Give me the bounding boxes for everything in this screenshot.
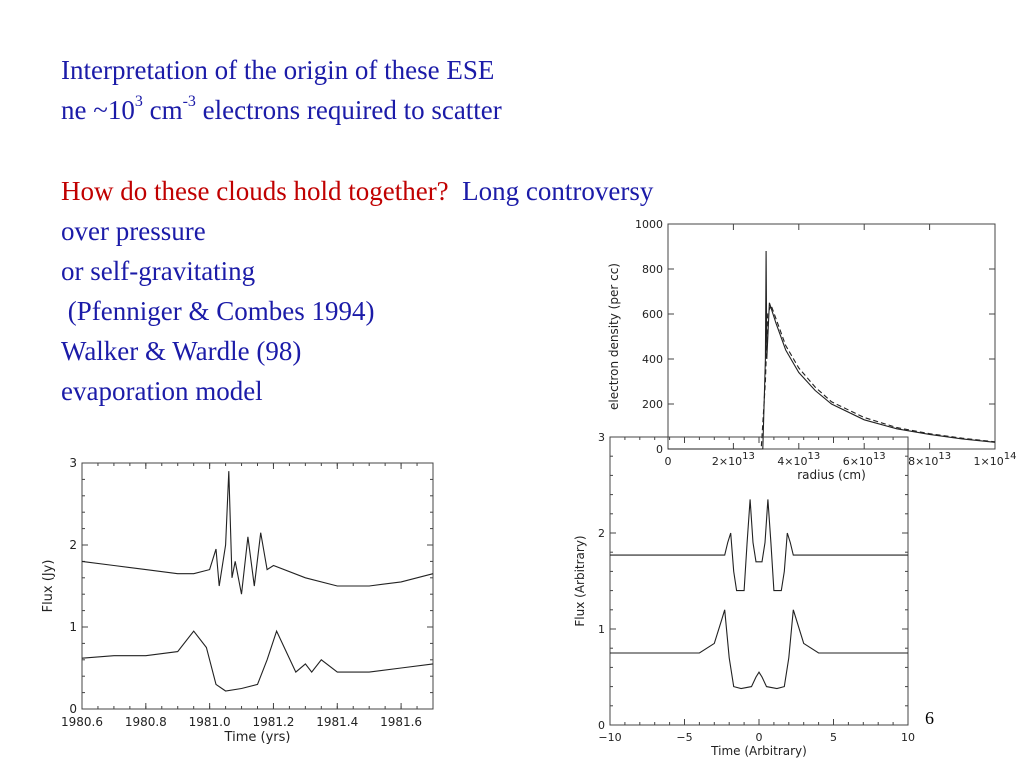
evaporation-line: evaporation model: [61, 376, 263, 406]
y-tick-label: 3: [598, 431, 605, 444]
density-text-e: electrons required to scatter: [195, 95, 502, 125]
x-tick-label: 1981.4: [316, 715, 358, 729]
pressure-line: over pressure: [61, 216, 206, 246]
y-tick-label: 1000: [635, 218, 663, 231]
x-tick-label: 1981.2: [252, 715, 294, 729]
y-axis-label: electron density (per cc): [607, 263, 621, 410]
y-tick-label: 600: [642, 308, 663, 321]
x-tick-label: 10: [901, 731, 915, 744]
x-tick-label: 1980.8: [125, 715, 167, 729]
slide-body-text: Interpretation of the origin of these ES…: [61, 50, 653, 411]
x-tick-label: 0: [665, 455, 672, 468]
y-axis-label: Flux (Jy): [41, 560, 56, 613]
y-tick-label: 3: [69, 456, 77, 470]
y-axis-label: Flux (Arbitrary): [573, 535, 587, 626]
gravitating-line: or self-gravitating: [61, 256, 256, 286]
page-number: 6: [925, 708, 934, 728]
series-line-lower: [610, 609, 908, 690]
series-line-upper: [81, 471, 434, 595]
x-tick-exponent: 13: [873, 451, 886, 462]
walker-line: Walker & Wardle (98): [61, 336, 302, 366]
y-tick-label: 0: [656, 443, 663, 456]
x-axis-label: Time (yrs): [224, 730, 291, 745]
x-axis-label: Time (Arbitrary): [710, 744, 807, 758]
density-text-a: ne ~10: [61, 95, 135, 125]
plot-frame: [81, 462, 434, 710]
x-axis-label: radius (cm): [797, 468, 866, 482]
density-text-c: cm: [142, 95, 183, 125]
series-line-upper: [610, 499, 908, 592]
x-tick-label: 1×1014: [974, 451, 1017, 468]
x-tick-label: 1980.6: [61, 715, 103, 729]
y-tick-label: 2: [598, 527, 605, 540]
y-tick-label: 800: [642, 263, 663, 276]
x-tick-exponent: 13: [938, 451, 951, 462]
x-tick-label: −5: [676, 731, 692, 744]
y-tick-label: 0: [598, 719, 605, 732]
y-tick-label: 1: [69, 620, 77, 634]
series-line-lower: [81, 629, 434, 692]
plot-frame: [667, 223, 996, 450]
question-text: How do these clouds hold together?: [61, 176, 449, 206]
y-tick-label: 1: [598, 623, 605, 636]
plot-frame: [609, 436, 909, 726]
y-tick-label: 200: [642, 398, 663, 411]
density-radius-chart: 0 2×1013 4×1013 6×1013 8×1013 1×1014020040060…: [607, 218, 1017, 482]
pfenniger-line: (Pfenniger & Combes 1994): [61, 296, 375, 326]
density-exponent: 3: [134, 93, 143, 110]
x-tick-label: 1981.6: [380, 715, 422, 729]
y-tick-label: 0: [69, 702, 77, 716]
flux-time-model-chart: −10 −5 0 5 10 0 1 2 3 Time (Arbitrary) Flux (Arbit…: [573, 431, 915, 758]
x-tick-label: 1981.0: [189, 715, 231, 729]
question-line: How do these clouds hold together? Long …: [61, 171, 653, 211]
heading-line: Interpretation of the origin of these ES…: [61, 55, 495, 85]
x-tick-exponent: 13: [742, 451, 755, 462]
x-tick-exponent: 13: [808, 451, 821, 462]
flux-time-observed-chart: 1980.6 1980.8 1981.0 1981.2 1981.4 1981.6 0 1 2 3…: [41, 456, 434, 745]
x-tick-exponent: 14: [1004, 451, 1017, 462]
x-tick-label: 5: [830, 731, 837, 744]
density-line: ne ~103 cm-3 electrons required to scatt…: [61, 90, 653, 130]
density-unit-exponent: -3: [182, 93, 196, 110]
series-line-solid: [668, 250, 996, 450]
x-tick-label: 0: [756, 731, 763, 744]
series-line-dashed: [668, 303, 996, 450]
y-tick-label: 400: [642, 353, 663, 366]
controversy-text: Long controversy: [462, 176, 654, 206]
x-tick-label: −10: [598, 731, 621, 744]
y-tick-label: 2: [69, 538, 77, 552]
